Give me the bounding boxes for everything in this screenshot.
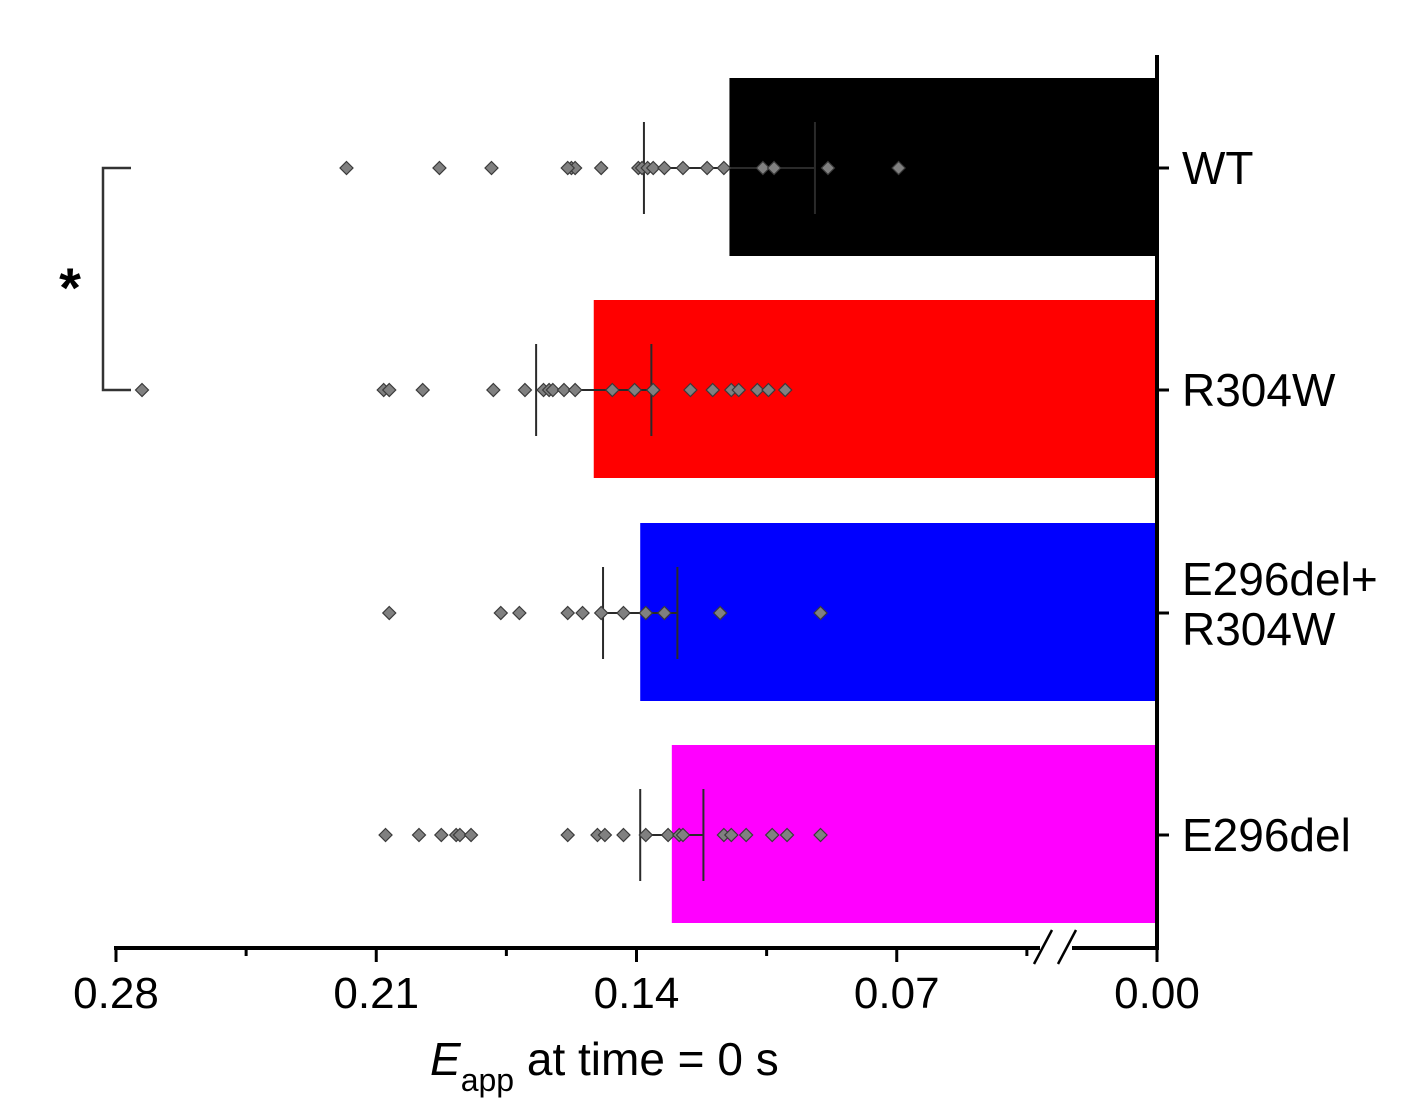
- data-point-r304w-11: [567, 382, 583, 398]
- data-point-e296del-16: [723, 827, 739, 843]
- data-point-e296del-18: [764, 827, 780, 843]
- x-axis-title-subscript: app: [461, 1062, 514, 1098]
- bar-e296del: [671, 745, 1157, 923]
- category-label-e296del: E296del: [1182, 809, 1351, 861]
- axis-break-mark-1: [1032, 929, 1054, 965]
- data-point-e296del-5: [452, 827, 468, 843]
- data-point-wt-15: [716, 160, 732, 176]
- data-point-r304w-19: [749, 382, 765, 398]
- x-tick-label-1: 0.21: [333, 969, 419, 1018]
- data-point-r304w-12: [604, 382, 620, 398]
- data-point-e296del-9: [597, 827, 613, 843]
- data-point-wt-1: [339, 160, 354, 176]
- data-point-wt-12: [657, 160, 672, 176]
- bar-r304w: [593, 300, 1157, 478]
- data-point-e296del-r304w-1: [381, 605, 397, 621]
- data-point-r304w-5: [486, 382, 501, 398]
- category-label-r304w: R304W: [1182, 364, 1336, 416]
- data-point-e296del-20: [813, 827, 828, 843]
- data-point-wt-14: [699, 160, 715, 176]
- significance-bracket: [101, 166, 131, 392]
- data-point-e296del-r304w-3: [512, 605, 527, 621]
- x-tick-label-0: 0.28: [73, 969, 159, 1018]
- data-point-e296del-r304w-11: [813, 605, 828, 621]
- axes-layer: [114, 55, 1169, 965]
- data-point-e296del-r304w-2: [493, 605, 509, 621]
- x-axis-title-main: E: [430, 1033, 462, 1085]
- data-point-e296del-r304w-7: [616, 605, 631, 621]
- data-point-r304w-13: [627, 382, 642, 398]
- data-point-e296del-12: [660, 827, 676, 843]
- data-point-e296del-19: [779, 827, 795, 843]
- axis-break-mark-2: [1056, 929, 1078, 965]
- data-point-e296del-r304w-8: [638, 605, 654, 621]
- data-point-e296del-14: [675, 827, 691, 843]
- data-point-wt-3: [484, 160, 499, 176]
- category-label-wt: WT: [1182, 142, 1254, 194]
- data-point-wt-16: [755, 160, 771, 176]
- x-tick-label-4: 0.00: [1114, 969, 1200, 1018]
- data-point-r304w-1: [134, 382, 150, 398]
- x-axis-title: Eapp at time = 0 s: [430, 1033, 779, 1098]
- data-point-e296del-2: [411, 827, 427, 843]
- labels-layer: 0.28 0.21 0.14 0.07 0.00WTR304WE296del+R304W…: [73, 142, 1378, 1098]
- data-point-r304w-9: [545, 382, 561, 398]
- data-point-r304w-21: [777, 382, 793, 398]
- category-label-e296del-r304w-line-1: E296del+: [1182, 553, 1378, 605]
- data-point-e296del-r304w-6: [593, 605, 609, 621]
- data-point-e296del-6: [463, 827, 479, 843]
- data-point-e296del-r304w-5: [575, 605, 590, 621]
- x-tick-label-3: 0.07: [854, 969, 940, 1018]
- data-point-r304w-10: [556, 382, 572, 398]
- data-point-e296del-3: [433, 827, 449, 843]
- significance-label: *: [59, 256, 81, 319]
- data-point-wt-2: [432, 160, 447, 176]
- data-point-e296del-r304w-9: [657, 605, 672, 621]
- data-point-r304w-3: [381, 382, 397, 398]
- data-point-r304w-18: [731, 382, 747, 398]
- data-point-r304w-14: [645, 382, 661, 398]
- category-label-e296del-r304w-line-2: R304W: [1182, 603, 1336, 655]
- data-point-r304w-16: [705, 382, 721, 398]
- data-point-wt-17: [766, 160, 782, 176]
- data-point-wt-11: [645, 160, 661, 176]
- data-point-wt-7: [593, 160, 609, 176]
- data-point-r304w-6: [517, 382, 533, 398]
- data-point-wt-13: [675, 160, 691, 176]
- data-point-e296del-1: [378, 827, 393, 843]
- data-point-r304w-4: [415, 382, 431, 398]
- data-point-r304w-20: [761, 382, 776, 398]
- bars-layer: [593, 78, 1157, 923]
- data-point-r304w-15: [683, 382, 698, 398]
- data-point-e296del-10: [616, 827, 631, 843]
- data-point-e296del-17: [738, 827, 754, 843]
- data-point-wt-18: [820, 160, 836, 176]
- x-axis-title-rest: at time = 0 s: [514, 1033, 779, 1085]
- significance-layer: *: [59, 166, 131, 392]
- data-point-e296del-7: [560, 827, 576, 843]
- data-point-e296del-r304w-4: [560, 605, 576, 621]
- points-layer: [134, 160, 906, 843]
- data-point-wt-6: [560, 160, 576, 176]
- x-tick-label-2: 0.14: [594, 969, 680, 1018]
- data-point-wt-19: [891, 160, 906, 176]
- data-point-e296del-r304w-10: [712, 605, 728, 621]
- data-point-e296del-11: [638, 827, 654, 843]
